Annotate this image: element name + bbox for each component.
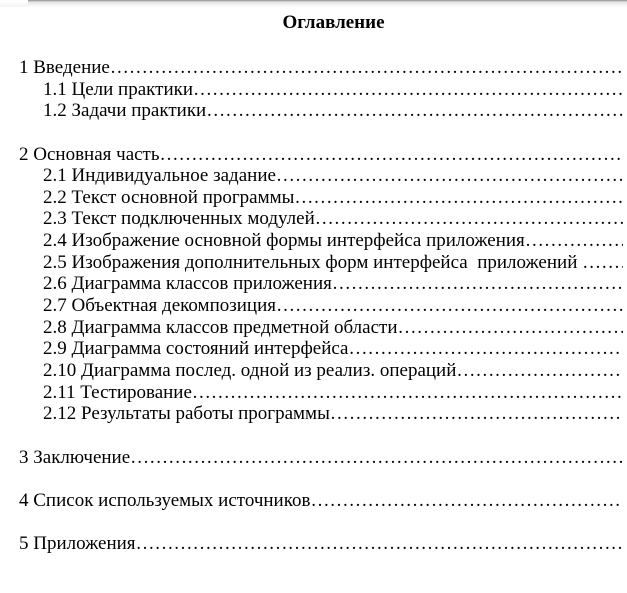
toc-entry: 5 Приложения ………………………………………………………………………… bbox=[0, 533, 627, 555]
toc-group-spacer bbox=[0, 511, 627, 533]
toc-entry: 2 Основная часть ……………………………………………………………… bbox=[0, 144, 627, 166]
toc-entry: 2.10 Диаграмма послед. одной из реализ. … bbox=[0, 360, 627, 382]
toc-entry: 2.12 Результаты работы программы …………………… bbox=[0, 403, 627, 425]
toc-entry: 4 Список используемых источников …………………… bbox=[0, 490, 627, 512]
dot-leader: …………………………………………………………………………………………………………… bbox=[329, 403, 623, 425]
dot-leader: …………………………………………………………………………………………………………… bbox=[135, 533, 623, 555]
toc-entry-label: 1.1 Цели практики bbox=[43, 78, 194, 100]
toc-entry: 2.9 Диаграмма состояний интерфейса ……………… bbox=[0, 338, 627, 360]
toc-entry: 1.1 Цели практики …………………………………………………………… bbox=[0, 79, 627, 101]
dot-leader: …………………………………………………………………………………………………………… bbox=[331, 273, 623, 295]
toc-entry-label: 2.1 Индивидуальное задание bbox=[43, 165, 276, 187]
toc-entry: 2.11 Тестирование …………………………………………………………… bbox=[0, 382, 627, 404]
toc-entry: 2.6 Диаграмма классов приложения …………………… bbox=[0, 273, 627, 295]
toc-entry-label: 2.5 Изображения дополнительных форм инте… bbox=[43, 251, 583, 273]
dot-leader: …………………………………………………………………………………………………………… bbox=[193, 78, 623, 100]
toc-group-spacer bbox=[0, 468, 627, 490]
dot-leader: …………………………………………………………………………………………………………… bbox=[130, 446, 623, 468]
toc-entry-label: 2.8 Диаграмма классов предметной области bbox=[43, 316, 398, 338]
toc-entry: 1 Введение ……………………………………………………………………………… bbox=[0, 57, 627, 79]
top-edge-hairline bbox=[28, 0, 627, 7]
toc-entry-label: 2.12 Результаты работы программы bbox=[43, 403, 330, 425]
toc-entry-label: 4 Список используемых источников bbox=[19, 489, 311, 511]
toc-entry-label: 5 Приложения bbox=[19, 533, 136, 555]
dot-leader: …………………………………………………………………………………………………………… bbox=[582, 251, 623, 273]
dot-leader: …………………………………………………………………………………………………………… bbox=[397, 316, 624, 338]
toc-entry-label: 1.2 Задачи практики bbox=[43, 100, 207, 122]
toc-entry-label: 2.3 Текст подключенных модулей bbox=[43, 208, 315, 230]
page-title: Оглавление bbox=[282, 12, 385, 33]
dot-leader: …………………………………………………………………………………………………………… bbox=[294, 186, 623, 208]
toc-entry-label: 2.9 Диаграмма состояний интерфейса bbox=[43, 338, 349, 360]
dot-leader: …………………………………………………………………………………………………………… bbox=[348, 338, 624, 360]
toc-entry-label: 2.2 Текст основной программы bbox=[43, 186, 295, 208]
dot-leader: …………………………………………………………………………………………………………… bbox=[276, 295, 623, 317]
toc-entry-label: 2.10 Диаграмма послед. одной из реализ. … bbox=[43, 359, 457, 381]
toc-entry: 2.1 Индивидуальное задание …………………………………… bbox=[0, 165, 627, 187]
dot-leader: …………………………………………………………………………………………………………… bbox=[314, 208, 623, 230]
dot-leader: …………………………………………………………………………………………………………… bbox=[524, 230, 623, 252]
toc-group-spacer bbox=[0, 425, 627, 447]
table-of-contents: 1 Введение ……………………………………………………………………………… bbox=[0, 57, 627, 555]
toc-entry: 2.5 Изображения дополнительных форм инте… bbox=[0, 252, 627, 274]
toc-entry: 2.8 Диаграмма классов предметной области… bbox=[0, 317, 627, 339]
dot-leader: …………………………………………………………………………………………………………… bbox=[275, 165, 623, 187]
dot-leader: …………………………………………………………………………………………………………… bbox=[206, 100, 623, 122]
dot-leader: …………………………………………………………………………………………………………… bbox=[456, 359, 623, 381]
dot-leader: …………………………………………………………………………………………………………… bbox=[159, 143, 623, 165]
toc-group-spacer bbox=[0, 122, 627, 144]
toc-entry-label: 2.11 Тестирование bbox=[43, 381, 192, 403]
dot-leader: …………………………………………………………………………………………………………… bbox=[109, 57, 623, 78]
toc-entry: 2.7 Объектная декомпозиция …………………………………… bbox=[0, 295, 627, 317]
toc-entry-label: 2 Основная часть bbox=[19, 143, 160, 165]
toc-entry-label: 2.6 Диаграмма классов приложения bbox=[43, 273, 332, 295]
dot-leader: …………………………………………………………………………………………………………… bbox=[310, 489, 623, 511]
toc-entry-label: 3 Заключение bbox=[19, 446, 131, 468]
toc-entry: 3 Заключение ………………………………………………………………………… bbox=[0, 447, 627, 469]
toc-entry: 1.2 Задачи практики ……………………………………………………… bbox=[0, 100, 627, 122]
toc-entry-label: 2.7 Объектная декомпозиция bbox=[43, 295, 276, 317]
dot-leader: …………………………………………………………………………………………………………… bbox=[191, 381, 623, 403]
toc-entry-label: 1 Введение bbox=[19, 57, 110, 78]
toc-entry: 2.2 Текст основной программы ……………………………… bbox=[0, 187, 627, 209]
top-edge-artifact bbox=[0, 0, 627, 7]
toc-entry: 2.3 Текст подключенных модулей ………………………… bbox=[0, 208, 627, 230]
toc-entry-label: 2.4 Изображение основной формы интерфейс… bbox=[43, 230, 525, 252]
toc-entry: 2.4 Изображение основной формы интерфейс… bbox=[0, 230, 627, 252]
